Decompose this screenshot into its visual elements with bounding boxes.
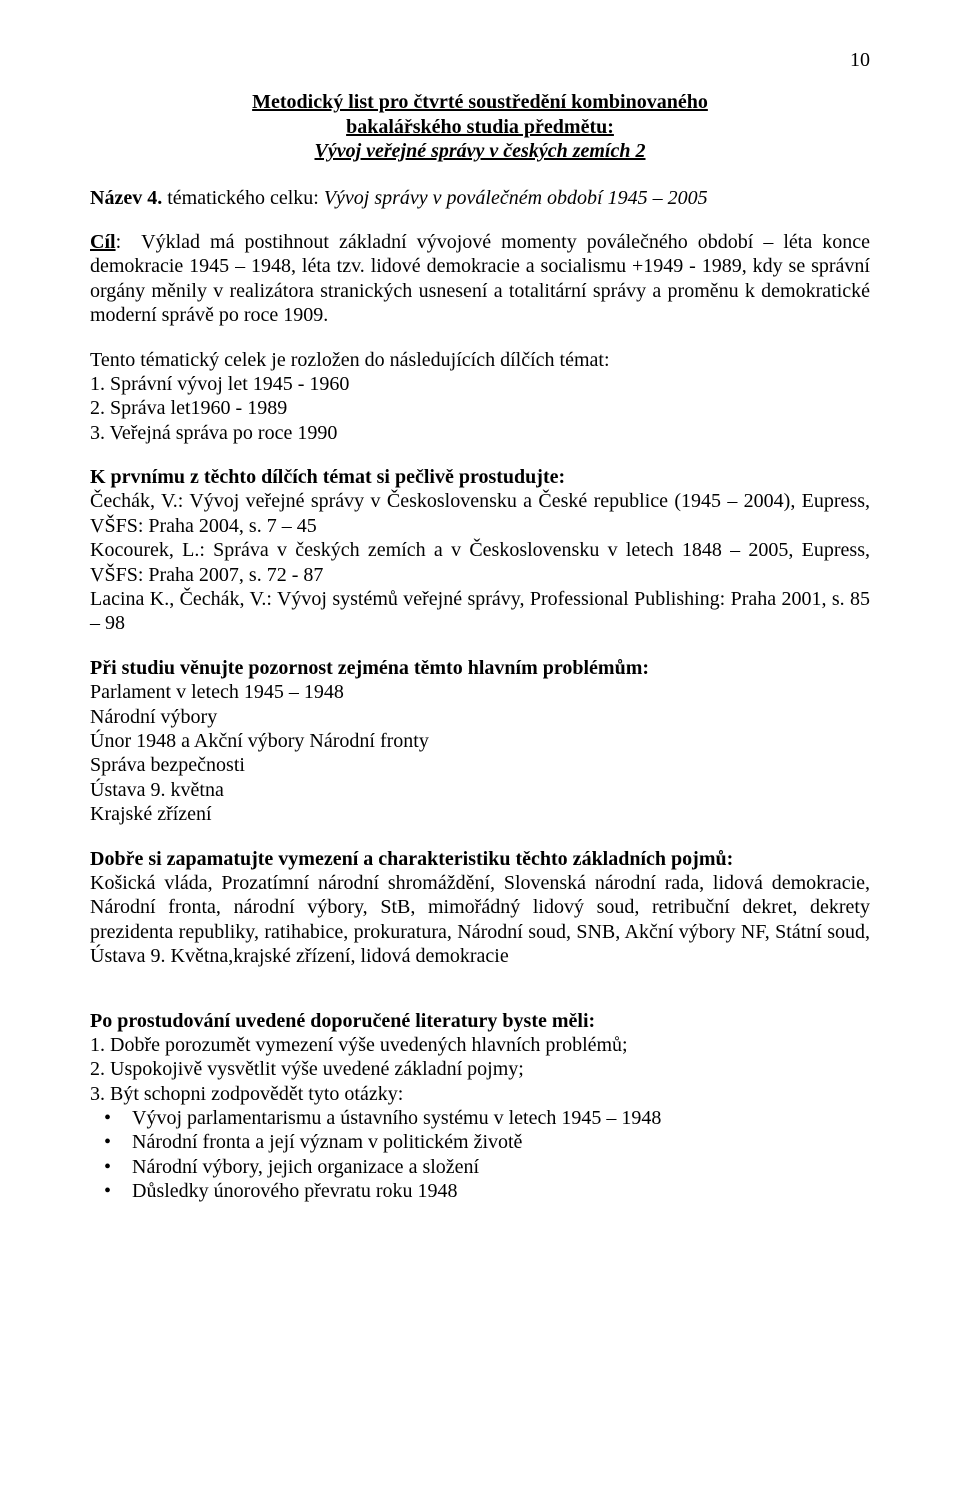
outcome-numbered: 2. Uspokojivě vysvětlit výše uvedené zák… bbox=[90, 1057, 870, 1081]
document-title: Metodický list pro čtvrté soustředění ko… bbox=[90, 90, 870, 163]
reading-item: Čechák, V.: Vývoj veřejné správy v Česko… bbox=[90, 489, 870, 538]
problems-heading: Při studiu věnujte pozornost zejména těm… bbox=[90, 656, 870, 680]
problem-item: Správa bezpečnosti bbox=[90, 753, 870, 777]
problem-item: Krajské zřízení bbox=[90, 802, 870, 826]
outcome-bullet-list: Vývoj parlamentarismu a ústavního systém… bbox=[90, 1106, 870, 1204]
problems-section: Při studiu věnujte pozornost zejména těm… bbox=[90, 656, 870, 827]
topic-name-value: Vývoj správy v poválečném období 1945 – … bbox=[324, 187, 708, 209]
problem-item: Ústava 9. května bbox=[90, 778, 870, 802]
problem-item: Parlament v letech 1945 – 1948 bbox=[90, 680, 870, 704]
problem-item: Národní výbory bbox=[90, 705, 870, 729]
problem-item: Únor 1948 a Akční výbory Národní fronty bbox=[90, 729, 870, 753]
title-line-2: bakalářského studia předmětu: bbox=[346, 116, 614, 138]
outcomes-heading: Po prostudování uvedené doporučené liter… bbox=[90, 1009, 870, 1033]
subtopic-item: 3. Veřejná správa po roce 1990 bbox=[90, 421, 870, 445]
document-page: 10 Metodický list pro čtvrté soustředění… bbox=[0, 0, 960, 1272]
goal-block: Cíl: Výklad má postihnout základní vývoj… bbox=[90, 230, 870, 328]
subtopic-item: 2. Správa let1960 - 1989 bbox=[90, 396, 870, 420]
outcome-bullet: Národní fronta a její význam v politické… bbox=[90, 1130, 870, 1154]
outcome-numbered: 1. Dobře porozumět vymezení výše uvedený… bbox=[90, 1033, 870, 1057]
title-line-1: Metodický list pro čtvrté soustředění ko… bbox=[252, 91, 708, 113]
concepts-text: Košická vláda, Prozatímní národní shromá… bbox=[90, 871, 870, 969]
subtopic-item: 1. Správní vývoj let 1945 - 1960 bbox=[90, 372, 870, 396]
reading-item: Kocourek, L.: Správa v českých zemích a … bbox=[90, 538, 870, 587]
goal-label: Cíl bbox=[90, 231, 116, 253]
reading-heading: K prvnímu z těchto dílčích témat si pečl… bbox=[90, 465, 870, 489]
outcome-numbered: 3. Být schopni zodpovědět tyto otázky: bbox=[90, 1082, 870, 1106]
title-line-3: Vývoj veřejné správy v českých zemích 2 bbox=[314, 140, 645, 162]
topic-name-prefix: tématického celku: bbox=[162, 187, 324, 209]
goal-text: : Výklad má postihnout základní vývojové… bbox=[90, 231, 870, 326]
outcomes-section: Po prostudování uvedené doporučené liter… bbox=[90, 1009, 870, 1204]
spacer bbox=[90, 989, 870, 1009]
topic-name-label: Název 4. bbox=[90, 187, 162, 209]
topic-name-line: Název 4. tématického celku: Vývoj správy… bbox=[90, 186, 870, 210]
subtopics-heading: Tento tématický celek je rozložen do nás… bbox=[90, 348, 870, 372]
page-number: 10 bbox=[90, 48, 870, 72]
concepts-heading: Dobře si zapamatujte vymezení a charakte… bbox=[90, 847, 870, 871]
reading-section: K prvnímu z těchto dílčích témat si pečl… bbox=[90, 465, 870, 636]
outcome-bullet: Vývoj parlamentarismu a ústavního systém… bbox=[90, 1106, 870, 1130]
outcome-bullet: Národní výbory, jejich organizace a slož… bbox=[90, 1155, 870, 1179]
reading-item: Lacina K., Čechák, V.: Vývoj systémů veř… bbox=[90, 587, 870, 636]
subtopics-section: Tento tématický celek je rozložen do nás… bbox=[90, 348, 870, 446]
outcome-bullet: Důsledky únorového převratu roku 1948 bbox=[90, 1179, 870, 1203]
concepts-section: Dobře si zapamatujte vymezení a charakte… bbox=[90, 847, 870, 969]
